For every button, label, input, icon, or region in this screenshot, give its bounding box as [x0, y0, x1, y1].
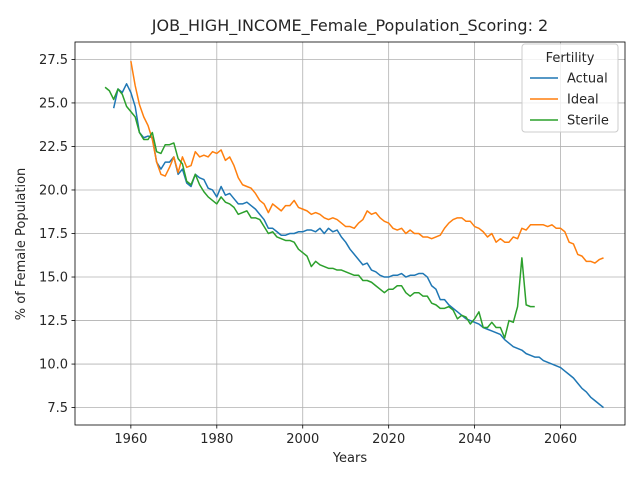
legend-label-actual: Actual	[567, 72, 608, 87]
y-tick-label: 20.0	[39, 183, 68, 198]
x-tick-label: 2000	[286, 432, 319, 447]
series-line-ideal	[130, 61, 604, 264]
y-tick-label: 10.0	[39, 358, 68, 373]
axes	[71, 41, 626, 429]
x-tick-label: 2060	[544, 432, 577, 447]
tick-labels: 1960 1980 2000 2020 2040 2060 7.5 10.0 12.5 15.0 1…	[39, 53, 577, 447]
y-tick-label: 15.0	[39, 271, 68, 286]
y-tick-label: 25.0	[39, 96, 68, 111]
legend-label-sterile: Sterile	[567, 114, 609, 129]
y-tick-label: 12.5	[39, 314, 68, 329]
series-lines	[104, 61, 604, 409]
legend-box	[521, 43, 619, 133]
x-tick-label: 1980	[200, 432, 233, 447]
series-line-sterile	[104, 86, 535, 339]
legend: Fertility Actual Ideal Sterile	[521, 43, 619, 133]
y-tick-label: 27.5	[39, 53, 68, 68]
y-axis-title: % of Female Population	[14, 168, 29, 321]
x-tick-label: 2040	[458, 432, 491, 447]
chart-title: JOB_HIGH_INCOME_Female_Population_Scorin…	[151, 16, 548, 36]
plot-frame	[74, 41, 626, 426]
y-tick-label: 22.5	[39, 140, 68, 155]
x-tick-label: 1960	[114, 432, 147, 447]
legend-items: Actual Ideal Sterile	[530, 72, 609, 129]
legend-label-ideal: Ideal	[567, 93, 599, 108]
legend-title: Fertility	[546, 51, 595, 66]
y-tick-label: 17.5	[39, 227, 68, 242]
x-axis-title: Years	[332, 451, 368, 466]
y-tick-label: 7.5	[47, 401, 68, 416]
x-tick-label: 2020	[372, 432, 405, 447]
